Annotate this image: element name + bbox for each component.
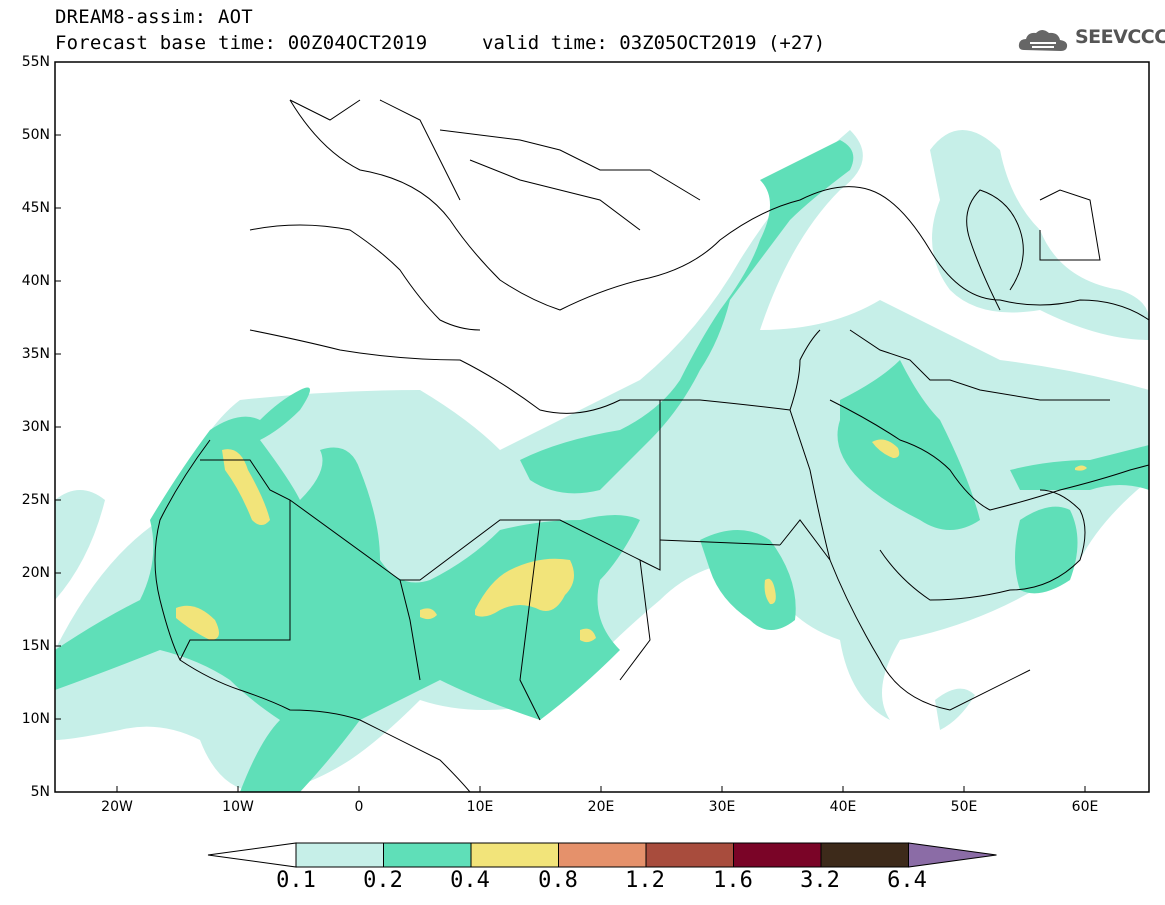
colorbar-label: 0.1 xyxy=(276,868,316,893)
lat-label: 20N xyxy=(21,565,50,581)
lon-label: 60E xyxy=(1071,799,1099,815)
map-frame xyxy=(54,61,1150,793)
lat-label: 55N xyxy=(21,54,50,70)
lat-label: 10N xyxy=(21,711,50,727)
lat-label: 15N xyxy=(21,638,50,654)
lat-label: 50N xyxy=(21,127,50,143)
logo-text: SEEVCCC xyxy=(1075,26,1165,48)
colorbar-label: 0.4 xyxy=(450,868,490,893)
lon-label: 0 xyxy=(354,799,364,815)
lat-label: 35N xyxy=(21,346,50,362)
aot-level-0-2 xyxy=(55,140,1149,792)
colorbar-label: 0.8 xyxy=(538,868,578,893)
lat-label: 25N xyxy=(21,492,50,508)
lon-label: 20W xyxy=(101,799,133,815)
lat-label: 45N xyxy=(21,200,50,216)
chart-title: DREAM8-assim: AOT xyxy=(55,6,253,28)
lon-label: 30E xyxy=(708,799,736,815)
base-time-label: Forecast base time: 00Z04OCT2019 xyxy=(55,32,428,54)
lon-label: 20E xyxy=(587,799,615,815)
coastlines xyxy=(154,99,1149,792)
lon-label: 10E xyxy=(466,799,494,815)
lat-label: 5N xyxy=(30,784,50,800)
lat-label: 30N xyxy=(21,419,50,435)
frame-ticks xyxy=(55,134,1086,792)
valid-time-label: valid time: 03Z05OCT2019 (+27) xyxy=(482,32,826,54)
lon-label: 40E xyxy=(829,799,857,815)
lon-label: 50E xyxy=(950,799,978,815)
colorbar-label: 1.6 xyxy=(713,868,753,893)
colorbar-label: 6.4 xyxy=(887,868,927,893)
aot-level-0-4 xyxy=(176,439,1087,643)
lon-label: 10W xyxy=(222,799,254,815)
colorbar-label: 0.2 xyxy=(363,868,403,893)
colorbar-label: 3.2 xyxy=(800,868,840,893)
colorbar-label: 1.2 xyxy=(625,868,665,893)
lat-label: 40N xyxy=(21,273,50,289)
cloud-logo-icon xyxy=(1018,30,1068,51)
